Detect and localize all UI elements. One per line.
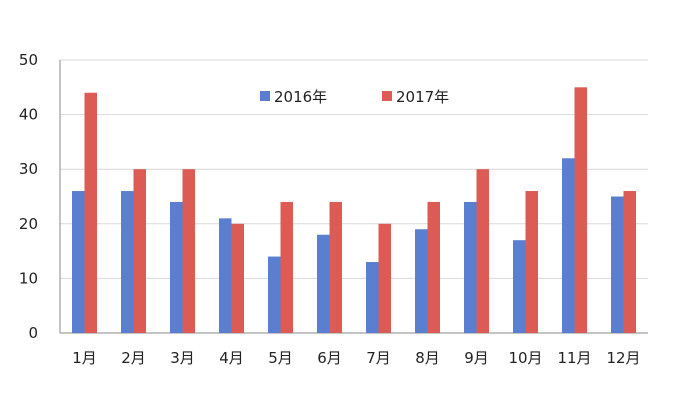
y-tick-label: 20: [19, 215, 38, 233]
bar-2017-8: [427, 201, 440, 333]
bar-2017-5: [280, 201, 293, 333]
y-tick-label: 40: [19, 106, 38, 124]
bar-2017-2: [133, 169, 146, 333]
bar-2017-11: [574, 87, 587, 333]
x-tick-label: 6月: [317, 349, 342, 367]
x-tick-label: 5月: [268, 349, 293, 367]
x-tick-labels: 1月 2月 3月 4月 5月 6月 7月 8月 9月 10月 11月 12月: [72, 349, 640, 367]
bar-2016-4: [219, 218, 232, 333]
legend: 2016年 2017年: [260, 88, 449, 106]
x-tick-label: 1月: [72, 349, 97, 367]
legend-swatch-2017: [382, 91, 392, 101]
bar-2017-9: [476, 169, 489, 333]
x-tick-label: 9月: [464, 349, 489, 367]
bar-2016-2: [121, 191, 134, 333]
bar-2017-1: [84, 92, 97, 333]
bar-2016-6: [317, 234, 330, 333]
bar-2016-5: [268, 256, 281, 333]
y-tick-label: 50: [19, 51, 38, 69]
bar-2016-3: [170, 201, 183, 333]
x-tick-label: 10月: [508, 349, 542, 367]
x-tick-label: 11月: [557, 349, 591, 367]
x-tick-label: 4月: [219, 349, 244, 367]
bar-2017-12: [623, 191, 636, 333]
bar-2016-10: [513, 240, 526, 333]
bar-2017-7: [378, 223, 391, 333]
bar-2016-9: [464, 201, 477, 333]
bar-2017-4: [231, 223, 244, 333]
y-tick-label: 30: [19, 160, 38, 178]
bar-2017-3: [182, 169, 195, 333]
bar-2017-6: [329, 201, 342, 333]
x-tick-label: 3月: [170, 349, 195, 367]
axes: [59, 60, 648, 334]
y-tick-label: 0: [28, 324, 38, 342]
x-tick-label: 12月: [606, 349, 640, 367]
bar-2016-8: [415, 229, 428, 333]
legend-label-2016: 2016年: [274, 88, 327, 106]
x-tick-label: 8月: [415, 349, 440, 367]
gridlines: [60, 59, 648, 279]
bar-2016-7: [366, 262, 379, 333]
bar-2016-12: [611, 196, 624, 333]
y-tick-labels: 0 10 20 30 40 50: [19, 51, 38, 342]
legend-swatch-2016: [260, 91, 270, 101]
bar-2017-10: [525, 191, 538, 333]
bar-2016-11: [562, 158, 575, 333]
bars: [72, 87, 636, 333]
x-tick-label: 2月: [121, 349, 146, 367]
bar-2016-1: [72, 191, 85, 333]
x-tick-label: 7月: [366, 349, 391, 367]
y-tick-label: 10: [19, 269, 38, 287]
legend-label-2017: 2017年: [396, 88, 449, 106]
